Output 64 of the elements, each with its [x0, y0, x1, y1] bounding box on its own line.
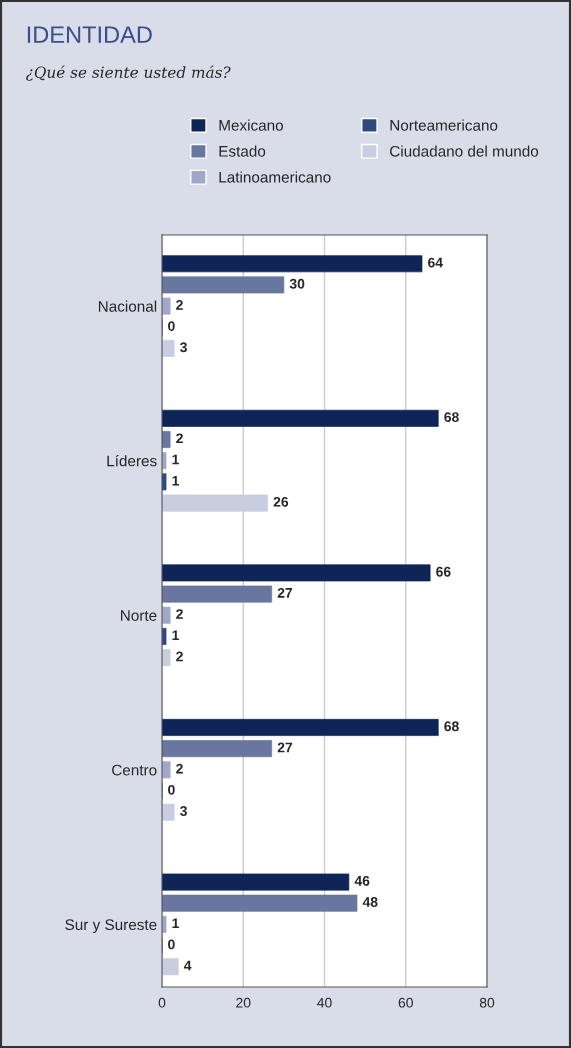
- data-label: 0: [168, 321, 175, 332]
- x-tick-label: 40: [317, 997, 332, 1008]
- bar: [162, 339, 175, 357]
- data-label: 64: [428, 257, 443, 268]
- legend-label: Estado: [219, 145, 266, 157]
- chart-title: IDENTIDAD: [27, 26, 152, 43]
- y-tick-label: Sur y Sureste: [65, 919, 157, 934]
- data-label: 46: [354, 875, 370, 886]
- bar: [162, 431, 171, 448]
- data-label: 4: [184, 960, 192, 971]
- legend-label: Latinoamericano: [219, 171, 331, 183]
- bar: [162, 606, 171, 624]
- bar: [162, 915, 167, 933]
- y-tick-label: Norte: [121, 610, 157, 621]
- bar: [162, 958, 179, 976]
- bar: [162, 740, 273, 758]
- bar: [162, 255, 423, 273]
- x-tick-label: 80: [479, 997, 495, 1008]
- y-tick-label: Líderes: [107, 454, 157, 467]
- data-label: 2: [176, 763, 183, 774]
- bar: [162, 564, 431, 582]
- data-label: 48: [362, 897, 378, 907]
- data-label: 2: [176, 300, 183, 310]
- chart-subtitle: ¿Qué se siente usted más?: [26, 65, 231, 81]
- bar: [162, 585, 273, 603]
- legend-label: Ciudadano del mundo: [390, 145, 539, 157]
- data-label: 66: [436, 566, 451, 577]
- bar: [162, 297, 171, 315]
- bar: [162, 649, 171, 667]
- data-label: 68: [444, 721, 459, 732]
- bar: [162, 473, 167, 491]
- y-tick-label: Nacional: [98, 300, 157, 312]
- bar: [162, 452, 167, 470]
- bar: [162, 409, 439, 427]
- data-label: 3: [180, 806, 187, 816]
- data-label: 1: [172, 475, 179, 486]
- bar: [162, 719, 439, 736]
- data-label: 30: [289, 278, 305, 289]
- legend-label: Mexicano: [219, 119, 283, 131]
- bar: [162, 873, 350, 891]
- bar: [162, 894, 358, 912]
- bar: [162, 761, 171, 779]
- bar: [162, 627, 167, 645]
- data-label: 3: [180, 342, 187, 353]
- data-label: 2: [176, 609, 183, 619]
- bar: [162, 494, 268, 512]
- data-label: 2: [176, 651, 183, 662]
- data-label: 0: [168, 939, 175, 950]
- data-label: 26: [273, 496, 289, 507]
- data-label: 1: [172, 630, 179, 641]
- data-label: 0: [168, 784, 175, 795]
- data-label: 1: [172, 454, 179, 465]
- bar: [162, 276, 285, 294]
- x-tick-label: 60: [398, 997, 413, 1008]
- data-label: 27: [277, 742, 293, 753]
- y-tick-label: Centro: [112, 764, 157, 776]
- x-tick-label: 0: [158, 997, 166, 1008]
- legend-label: Norteamericano: [390, 119, 498, 131]
- data-label: 27: [277, 587, 293, 598]
- data-label: 1: [172, 918, 179, 928]
- bar: [162, 803, 175, 821]
- x-tick-label: 20: [236, 997, 251, 1008]
- data-label: 68: [444, 412, 459, 423]
- data-label: 2: [176, 433, 183, 444]
